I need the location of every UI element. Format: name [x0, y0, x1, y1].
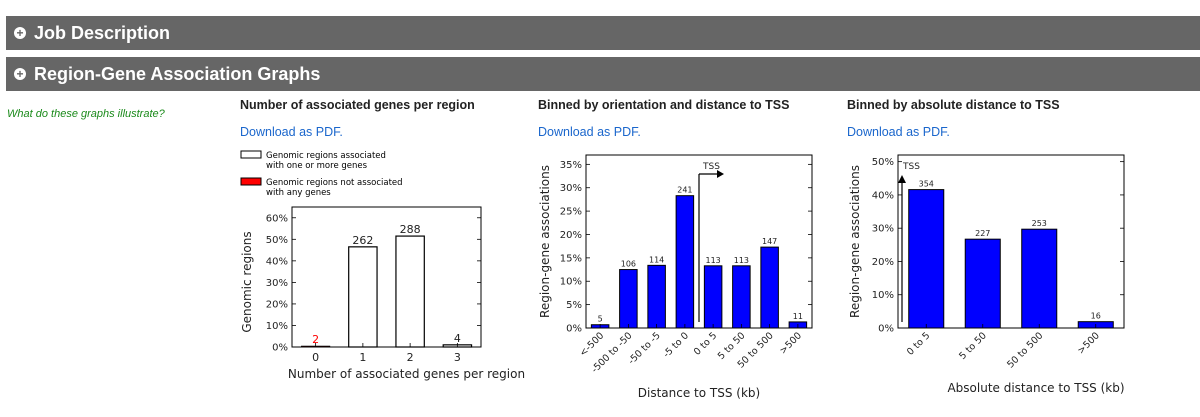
- bar-value-label: 288: [400, 223, 421, 236]
- bar-value-label: 147: [762, 237, 777, 246]
- bar: [1021, 228, 1058, 329]
- bar: [703, 265, 723, 329]
- y-tick-label: 10%: [560, 277, 582, 288]
- legend-swatch-associated: [240, 150, 262, 159]
- y-tick-label: 20%: [560, 230, 582, 241]
- download-pdf-link-1[interactable]: Download as PDF.: [240, 125, 343, 139]
- bar-associated: [395, 235, 425, 348]
- x-tick-label: 3: [454, 351, 461, 364]
- bar-value-label: 262: [352, 234, 373, 247]
- download-pdf-link-3[interactable]: Download as PDF.: [847, 125, 950, 139]
- x-tick-label: >500: [778, 330, 804, 356]
- y-tick-label: 30%: [560, 183, 582, 194]
- bar-value-label: 4: [454, 332, 461, 345]
- x-tick-label: 0: [312, 351, 319, 364]
- y-tick-label: 10%: [266, 321, 288, 332]
- legend-label-not-associated: Genomic regions not associated: [266, 178, 403, 188]
- tss-annotation: TSS: [902, 162, 920, 172]
- x-tick-label: 1: [359, 351, 366, 364]
- chart2-title: Binned by orientation and distance to TS…: [538, 98, 790, 112]
- y-tick-label: 60%: [266, 213, 288, 224]
- y-tick-label: 30%: [266, 278, 288, 289]
- absolute-distance-chart: 0% 10% 20% 30% 40% 50% 354 0 to 5 227 5 to 50 253 5…: [848, 154, 1125, 395]
- bar-value-label: 227: [975, 229, 990, 238]
- y-tick-label: 0%: [566, 324, 582, 335]
- x-tick-label: 5 to 50: [957, 330, 989, 362]
- plot-frame: [897, 154, 1125, 329]
- tss-arrowhead: [717, 170, 724, 178]
- y-tick-label: 40%: [872, 190, 894, 201]
- x-tick-label: -5 to 0: [661, 330, 691, 360]
- job-description-title[interactable]: Job Description: [34, 22, 171, 43]
- chart1-title: Number of associated genes per region: [240, 98, 475, 112]
- bar: [732, 265, 751, 329]
- bar: [908, 189, 945, 329]
- y-tick-label: 50%: [872, 157, 894, 168]
- y-tick-label: 15%: [560, 253, 582, 264]
- region-gene-title[interactable]: Region-Gene Association Graphs: [34, 63, 321, 84]
- bar: [760, 246, 779, 329]
- bar-value-label: 253: [1032, 219, 1047, 228]
- y-tick-label: 5%: [566, 300, 582, 311]
- bar: [675, 195, 695, 329]
- plot-frame: [585, 154, 813, 329]
- x-axis-label: Number of associated genes per region: [288, 367, 525, 381]
- y-tick-label: 20%: [266, 299, 288, 310]
- x-axis-label: Distance to TSS (kb): [638, 386, 760, 400]
- bar-value-label: 5: [598, 315, 603, 324]
- y-tick-label: 50%: [266, 235, 288, 246]
- bar-value-label: 106: [621, 260, 636, 269]
- bar-value-label: 113: [734, 256, 749, 265]
- bar-value-label: 241: [677, 186, 692, 195]
- chart3-title: Binned by absolute distance to TSS: [847, 98, 1060, 112]
- graphs-help-link[interactable]: What do these graphs illustrate?: [7, 108, 165, 120]
- y-tick-label: 40%: [266, 256, 288, 267]
- y-tick-label: 20%: [872, 257, 894, 268]
- plot-frame: [291, 206, 482, 348]
- job-description-header[interactable]: + Job Description: [6, 16, 1200, 50]
- expand-plus-icon[interactable]: +: [14, 68, 26, 80]
- y-axis-label: Genomic regions: [240, 231, 254, 332]
- bar-value-label: 2: [312, 333, 319, 346]
- y-tick-label: 25%: [560, 207, 582, 218]
- x-axis-label: Absolute distance to TSS (kb): [947, 381, 1124, 395]
- legend-label-associated: Genomic regions associated: [266, 151, 386, 161]
- y-tick-label: 35%: [560, 160, 582, 171]
- x-tick-label: 50 to 500: [1005, 330, 1045, 370]
- bar: [964, 238, 1001, 329]
- x-tick-label: 2: [407, 351, 414, 364]
- x-tick-label: >500: [1076, 330, 1102, 356]
- bar-value-label: 16: [1091, 312, 1101, 321]
- x-tick-label: 0 to 5: [905, 330, 932, 357]
- y-axis-label: Region-gene associations: [848, 165, 862, 318]
- bar: [619, 269, 638, 329]
- bar-value-label: 114: [649, 255, 664, 264]
- legend-label-associated-line2: with one or more genes: [266, 161, 368, 171]
- tss-annotation: TSS: [702, 162, 720, 172]
- bar: [647, 264, 666, 329]
- y-tick-label: 0%: [878, 324, 894, 335]
- y-axis-label: Region-gene associations: [538, 165, 552, 318]
- region-gene-header[interactable]: + Region-Gene Association Graphs: [6, 57, 1200, 91]
- bar-associated: [348, 246, 378, 348]
- tss-arrowhead: [898, 175, 906, 183]
- legend-swatch-not-associated: [240, 177, 262, 186]
- y-tick-label: 30%: [872, 224, 894, 235]
- bar-value-label: 354: [919, 180, 934, 189]
- bar-value-label: 113: [705, 256, 720, 265]
- y-tick-label: 10%: [872, 290, 894, 301]
- y-tick-label: 0%: [272, 343, 288, 354]
- download-pdf-link-2[interactable]: Download as PDF.: [538, 125, 641, 139]
- bar-value-label: 11: [793, 312, 803, 321]
- expand-plus-icon[interactable]: +: [14, 27, 26, 39]
- legend-label-not-associated-line2: with any genes: [266, 188, 331, 198]
